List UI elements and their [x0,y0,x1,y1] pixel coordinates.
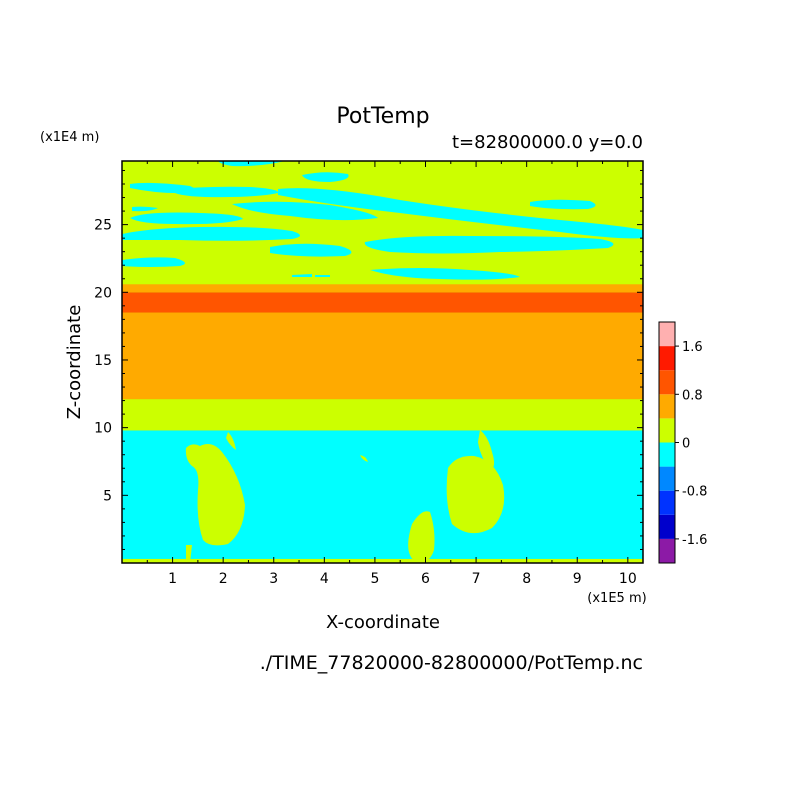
plume [446,455,505,534]
streak [132,206,158,212]
x-scale-label: (x1E5 m) [587,591,646,606]
x-tick-label: 10 [619,571,637,587]
x-tick-label: 8 [522,571,531,587]
streak [370,268,520,280]
field-band [122,399,643,431]
y-scale-label: (x1E4 m) [40,130,99,145]
plume [185,444,245,546]
x-tick-label: 9 [573,571,582,587]
streak [170,186,279,198]
colorbar-segment [659,418,675,443]
colorbar-tick-label: -1.6 [682,533,707,548]
y-tick-label: 25 [94,218,112,234]
colorbar-tick-label: -0.8 [682,485,707,500]
plume [226,432,236,450]
colorbar-segment [659,538,675,563]
x-tick-label: 7 [472,571,481,587]
y-tick-label: 5 [103,488,112,504]
axes: 1 2 3 4 5 6 7 8 9 10 5 10 15 20 25 [94,161,643,587]
plume [478,430,495,470]
streak [232,201,378,221]
x-tick-label: 2 [219,571,228,587]
streak [292,274,312,277]
streak [278,188,643,239]
y-tick-label: 20 [94,285,112,301]
colorbar-segment [659,466,675,491]
colorbar-segment [659,514,675,539]
x-tick-label: 1 [168,571,177,587]
colorbar-tick-label: 0.8 [682,388,703,403]
contour-field [122,161,643,563]
plume [408,511,435,563]
streak [130,212,243,225]
x-tick-label: 3 [269,571,278,587]
streak [364,235,614,254]
streak [122,226,300,241]
colorbar-segment [659,490,675,515]
field-band [122,292,643,313]
streak [315,275,330,277]
colorbar-tick-label: 0 [682,437,690,452]
streak [270,243,352,257]
colorbar-segment [659,442,675,467]
colorbar-segment [659,322,675,347]
plot-frame [121,160,644,564]
streak [218,161,285,167]
colorbar: -1.6 -0.8 0 0.8 1.6 [658,321,707,564]
plume [186,545,192,563]
streak [122,257,185,267]
x-tick-label: 6 [421,571,430,587]
x-tick-label: 5 [370,571,379,587]
y-tick-label: 15 [94,353,112,369]
x-axis-label: X-coordinate [326,612,440,633]
colorbar-segment [659,346,675,371]
field-band [122,284,643,293]
colorbar-tick-label: 1.6 [682,340,703,355]
file-path-footer: ./TIME_77820000-82800000/PotTemp.nc [260,652,643,674]
y-axis-label: Z-coordinate [64,305,85,420]
colorbar-segment [659,394,675,419]
field-band [122,312,643,400]
y-tick-label: 10 [94,421,112,437]
x-tick-label: 4 [320,571,329,587]
streak [530,199,596,210]
plume [360,455,368,462]
chart-subtitle: t=82800000.0 y=0.0 [452,132,643,153]
streak [302,172,349,182]
colorbar-segment [659,370,675,395]
chart-title: PotTemp [336,104,429,129]
